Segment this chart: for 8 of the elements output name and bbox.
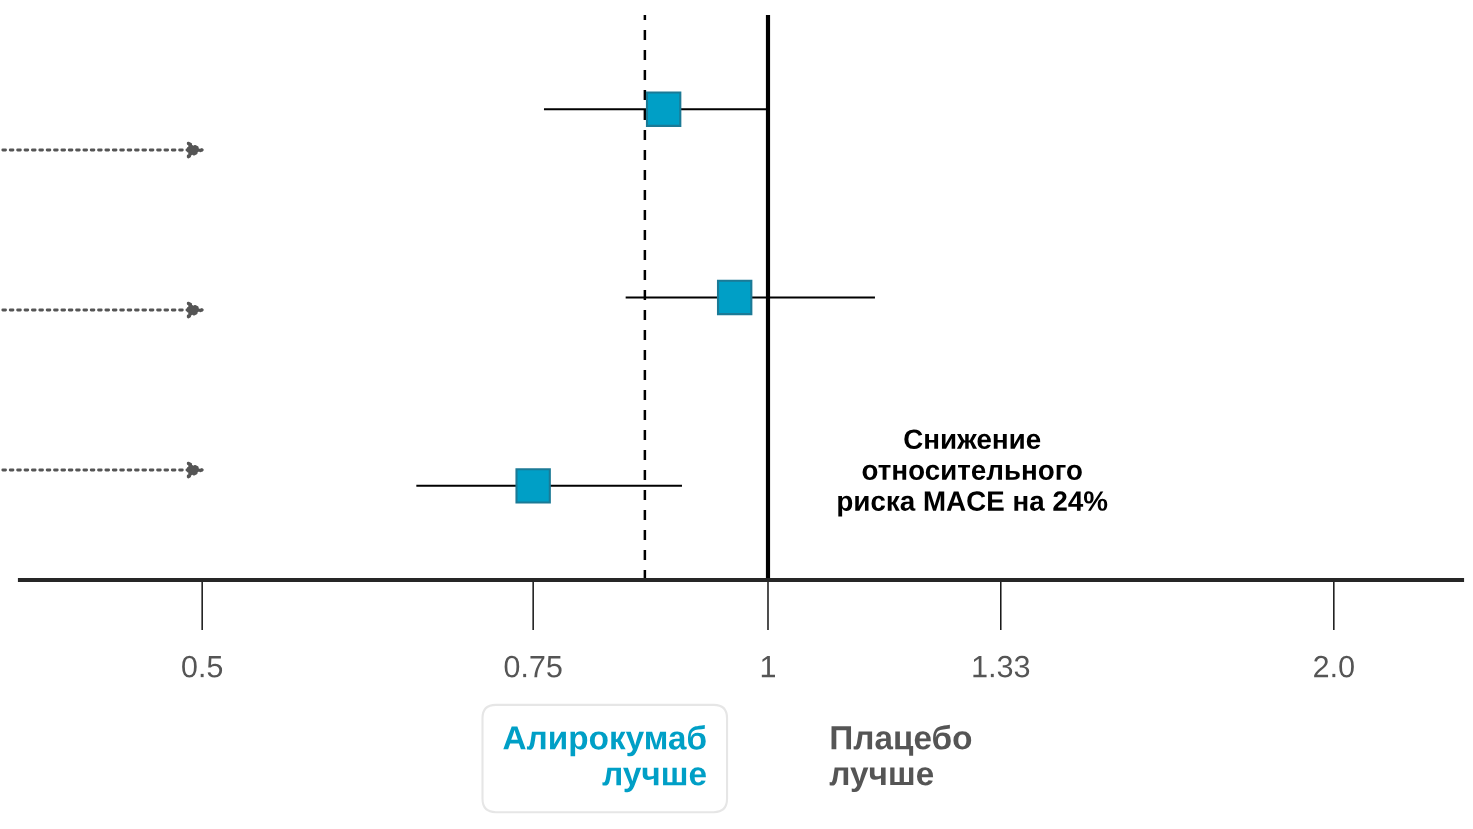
annotation: Снижение относительного риска MACE на 24%	[838, 429, 1108, 517]
x-tick-label: 2.0	[1314, 655, 1354, 678]
x-tick-label: 1.33	[973, 655, 1030, 678]
text: Плацебо лучше	[829, 724, 972, 793]
x-tick-label: 0.75	[504, 655, 562, 678]
x-tick-label: 0.5	[182, 655, 223, 678]
x-tick-label: 1	[761, 656, 775, 678]
text: Алирокумаб лучше	[503, 724, 706, 793]
